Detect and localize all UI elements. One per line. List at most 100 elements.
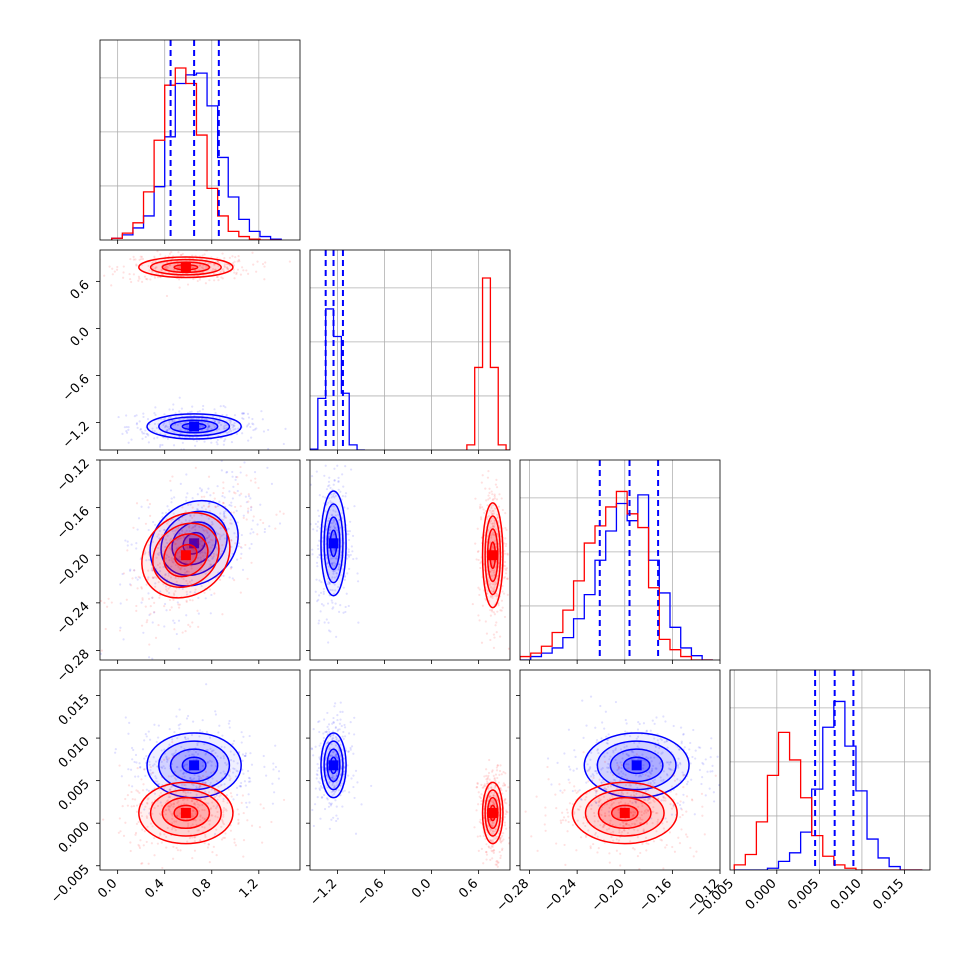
scatter-point [341,710,344,714]
scatter-point [218,538,222,541]
scatter-point [354,832,358,835]
scatter-point [685,795,689,798]
scatter-point [151,657,154,660]
scatter-point [192,547,195,550]
scatter-point [195,440,198,443]
scatter-point [144,435,147,439]
scatter-point [488,758,491,762]
scatter-point [169,788,172,791]
scatter-point [625,822,628,825]
scatter-point [501,839,504,843]
scatter-point [234,492,237,495]
scatter-point [345,592,348,595]
scatter-point [490,832,493,835]
scatter-point [716,755,719,758]
scatter-point [245,806,249,809]
scatter-point [199,818,202,822]
scatter-point [243,754,246,758]
scatter-point [655,767,658,770]
scatter-point [629,800,632,803]
scatter-point [210,760,213,763]
scatter-point [223,256,226,260]
scatter-point [200,539,203,542]
scatter-point [186,503,190,507]
scatter-point [303,465,305,467]
scatter-point [196,609,199,612]
scatter-point [183,790,186,793]
scatter-point [634,800,637,803]
scatter-point [168,408,171,411]
scatter-point [490,663,492,665]
scatter-point [225,471,228,474]
scatter-point [311,553,314,556]
scatter-point [174,788,177,791]
scatter-point [603,755,606,758]
scatter-point [724,734,726,736]
scatter-point [181,806,184,809]
scatter-point [188,525,191,528]
scatter-point [178,727,181,730]
scatter-point [491,545,494,548]
scatter-point [171,814,174,817]
scatter-point [333,792,336,796]
panel-3-3-histogram-0 [734,700,923,870]
scatter-point [503,821,507,824]
scatter-point [135,502,139,505]
scatter-point [175,778,178,781]
scatter-point [595,790,598,793]
scatter-point [219,270,222,274]
scatter-point [324,496,327,499]
scatter-point [633,848,636,851]
scatter-point [172,583,175,586]
scatter-point [637,720,640,724]
scatter-point [201,764,204,768]
scatter-point [651,767,654,770]
scatter-point [332,751,335,754]
scatter-point [339,710,342,713]
scatter-point [340,724,343,728]
scatter-point [245,474,248,477]
scatter-point [333,784,336,787]
scatter-point [220,553,223,556]
scatter-point [274,765,278,769]
panel-3-0-frame [99,669,301,871]
scatter-point [135,547,138,550]
scatter-point [282,512,285,515]
scatter-point [253,471,257,474]
scatter-point [488,540,491,543]
scatter-point [170,803,173,806]
scatter-point [603,823,606,827]
scatter-point [217,279,220,282]
scatter-point [354,769,358,772]
scatter-point [198,777,201,780]
scatter-point [503,454,505,456]
scatter-point [140,505,143,508]
scatter-point [229,777,232,780]
scatter-point [316,525,319,528]
scatter-point [167,781,170,784]
scatter-point [655,830,658,833]
scatter-point [165,846,168,849]
scatter-point [152,756,155,759]
scatter-point [200,520,203,523]
scatter-point [620,770,623,773]
scatter-point [499,764,502,767]
scatter-point [209,808,212,811]
scatter-point [234,478,237,481]
scatter-point [328,517,331,520]
scatter-point [503,824,507,827]
scatter-point [212,785,216,788]
scatter-point [489,858,492,861]
scatter-point [186,545,190,549]
scatter-point [360,803,363,806]
scatter-point [224,516,228,519]
scatter-point [182,578,185,581]
scatter-point [325,488,329,491]
scatter-point [317,547,320,551]
scatter-point [171,530,174,533]
scatter-point [620,766,623,770]
scatter-point [653,778,656,781]
scatter-point [150,261,153,265]
scatter-point [159,590,162,593]
scatter-point [503,615,507,619]
